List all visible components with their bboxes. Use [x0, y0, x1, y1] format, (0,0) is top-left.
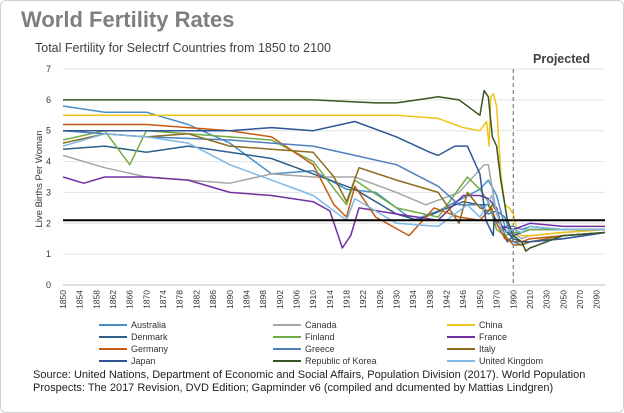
legend-swatch — [99, 324, 127, 326]
x-tick-label: 1878 — [175, 290, 185, 309]
x-tick-label: 1990 — [508, 290, 518, 309]
x-tick-label: 1902 — [275, 290, 285, 309]
legend-label: Japan — [131, 356, 156, 366]
x-tick-label: 1946 — [458, 290, 468, 309]
legend-swatch — [273, 348, 301, 350]
series-line-denmark — [62, 145, 605, 243]
x-tick-label: 1862 — [108, 290, 118, 309]
y-tick-label: 3 — [46, 187, 51, 197]
x-tick-label: 1942 — [442, 290, 452, 309]
x-tick-label: 1898 — [258, 290, 268, 309]
x-tick-label: 2010 — [525, 290, 535, 309]
y-tick-label: 5 — [46, 126, 51, 136]
y-tick-label: 1 — [46, 249, 51, 259]
x-tick-label: 1858 — [91, 290, 101, 309]
x-tick-label: 1926 — [375, 290, 385, 309]
series-line-japan — [63, 120, 606, 243]
x-tick-label: 1938 — [425, 290, 435, 309]
legend-label: Greece — [305, 344, 335, 354]
legend-swatch — [447, 336, 475, 338]
x-tick-label: 1870 — [141, 290, 151, 309]
chart-title: World Fertility Rates — [21, 7, 235, 32]
legend-swatch — [99, 348, 127, 350]
legend-item: Germany — [99, 343, 168, 355]
series-line-republic-of-korea — [63, 89, 606, 252]
reference-lines — [63, 69, 605, 285]
y-tick-label: 6 — [46, 95, 51, 105]
series-line-italy — [62, 133, 606, 246]
legend-item: Australia — [99, 319, 166, 331]
legend-label: Republic of Korea — [305, 356, 377, 366]
x-tick-label: 1874 — [158, 290, 168, 309]
legend-label: Italy — [479, 344, 496, 354]
x-tick-labels: 1850 1854 1858 1862 1866 1870 1874 1878 1882 1886… — [58, 290, 602, 309]
legend-item: Italy — [447, 343, 496, 355]
legend-swatch — [99, 360, 127, 362]
legend-item: Canada — [273, 319, 337, 331]
legend-label: Australia — [131, 320, 167, 330]
series-line-china — [63, 92, 606, 237]
x-tick-label: 1934 — [408, 290, 418, 309]
x-tick-label: 1886 — [208, 290, 218, 309]
y-tick-label: 4 — [46, 157, 51, 167]
y-tick-labels: 0 1 2 3 4 5 6 7 — [46, 64, 51, 290]
x-tick-label: 1854 — [75, 290, 85, 309]
projected-annotation: Projected — [533, 52, 590, 66]
legend-label: Finland — [305, 332, 335, 342]
series-line-germany — [63, 123, 606, 243]
x-tick-label: 1894 — [241, 290, 251, 309]
y-tick-label: 2 — [46, 218, 51, 228]
x-tick-label: 1930 — [392, 290, 402, 309]
x-tick-label: 1910 — [308, 290, 318, 309]
legend-label: United Kingdom — [479, 356, 544, 366]
legend-item: Greece — [273, 343, 335, 355]
x-tick-label: 1950 — [475, 290, 485, 309]
legend-label: Germany — [131, 344, 169, 354]
legend-item: China — [447, 319, 503, 331]
legend-swatch — [273, 324, 301, 326]
x-tick-label: 1918 — [342, 290, 352, 309]
legend-item: Finland — [273, 331, 335, 343]
legend-label: France — [479, 332, 508, 342]
x-tick-label: 1970 — [492, 290, 502, 309]
x-tick-label: 2090 — [592, 290, 602, 309]
legend-swatch — [447, 324, 475, 326]
source-note: Source: United Nations, Department of Ec… — [33, 369, 586, 394]
legend-item: United Kingdom — [447, 355, 543, 367]
y-axis-label: Live Births Per Woman — [34, 131, 45, 228]
series-line-finland — [62, 129, 605, 237]
legend-swatch — [99, 336, 127, 338]
legend-item: Republic of Korea — [273, 355, 377, 367]
legend-label: Denmark — [131, 332, 168, 342]
chart-legend: Australia Canada China Denmark Finland France… — [99, 319, 619, 369]
x-tick-label: 1850 — [58, 290, 68, 309]
legend-swatch — [447, 348, 475, 350]
x-tick-label: 2070 — [575, 290, 585, 309]
x-tick-label: 1914 — [325, 290, 335, 309]
y-tick-label: 0 — [46, 280, 51, 290]
legend-label: China — [479, 320, 503, 330]
x-tick-label: 2030 — [542, 290, 552, 309]
x-tick-label: 1906 — [291, 290, 301, 309]
legend-swatch — [273, 360, 301, 362]
chart-subtitle: Total Fertility for Selectrf Countries f… — [35, 41, 331, 55]
legend-swatch — [273, 336, 301, 338]
series-lines — [62, 89, 606, 252]
x-tick-label: 1866 — [125, 290, 135, 309]
legend-swatch — [447, 360, 475, 362]
legend-label: Canada — [305, 320, 337, 330]
legend-item: Denmark — [99, 331, 168, 343]
legend-item: Japan — [99, 355, 156, 367]
legend-item: France — [447, 331, 507, 343]
x-tick-label: 1882 — [191, 290, 201, 309]
x-tick-label: 1922 — [358, 290, 368, 309]
x-tick-label: 1890 — [225, 290, 235, 309]
y-tick-label: 7 — [46, 64, 51, 74]
x-tick-label: 2050 — [558, 290, 568, 309]
series-line-united-kingdom — [62, 133, 605, 234]
